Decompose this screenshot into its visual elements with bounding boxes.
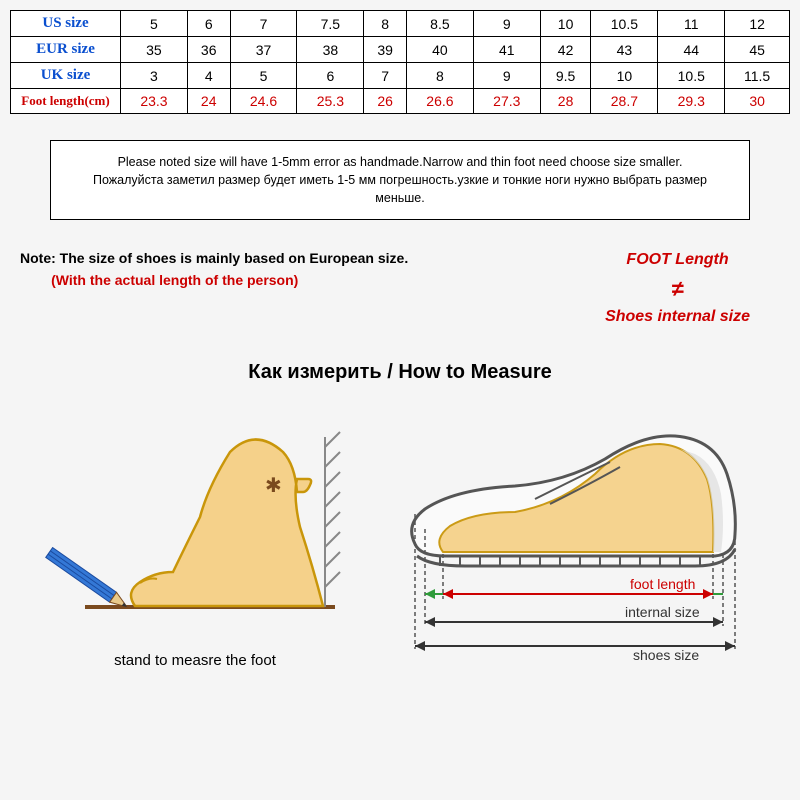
measure-title-en: How to Measure: [398, 361, 551, 383]
shoes-size-label: shoes size: [633, 647, 699, 663]
stand-measure-caption: stand to measre the foot: [45, 652, 345, 669]
measure-title: Как измерить / How to Measure: [0, 361, 800, 384]
note-left: Note: The size of shoes is mainly based …: [20, 248, 408, 291]
eur-size-header: EUR size: [11, 37, 121, 63]
notice-line-en: Please noted size will have 1-5mm error …: [67, 153, 733, 171]
stand-measure-diagram: ✱ stand to measre the foot: [45, 407, 345, 669]
note-red-text: (With the actual length of the person): [51, 272, 298, 288]
compare-top: FOOT Length: [605, 248, 750, 272]
size-chart-table: US size 5 6 7 7.5 8 8.5 9 10 10.5 11 12 …: [10, 10, 790, 114]
compare-symbol: ≠: [605, 272, 750, 305]
compare-bottom: Shoes internal size: [605, 305, 750, 329]
foot-length-compare: FOOT Length ≠ Shoes internal size: [605, 248, 750, 329]
note-black-text: The size of shoes is mainly based on Eur…: [60, 250, 409, 266]
uk-size-header: UK size: [11, 63, 121, 89]
internal-size-label: internal size: [625, 604, 700, 620]
shoe-internal-icon: foot length internal size shoes size: [395, 404, 755, 664]
note-label: Note:: [20, 250, 56, 266]
foot-length-row: Foot length(cm) 23.3 24 24.6 25.3 26 26.…: [11, 89, 790, 114]
foot-length-label: foot length: [630, 576, 695, 592]
handmade-notice: Please noted size will have 1-5mm error …: [50, 140, 750, 220]
us-size-header: US size: [11, 11, 121, 37]
foot-length-header: Foot length(cm): [11, 89, 121, 114]
uk-size-row: UK size 3 4 5 6 7 8 9 9.5 10 10.5 11.5: [11, 63, 790, 89]
eur-size-row: EUR size 35 36 37 38 39 40 41 42 43 44 4…: [11, 37, 790, 63]
us-size-row: US size 5 6 7 7.5 8 8.5 9 10 10.5 11 12: [11, 11, 790, 37]
notice-line-ru: Пожалуйста заметил размер будет иметь 1-…: [67, 171, 733, 207]
note-row: Note: The size of shoes is mainly based …: [20, 248, 780, 329]
foot-standing-icon: ✱: [45, 407, 345, 637]
diagrams-row: ✱ stand to measre the foot: [20, 404, 780, 669]
svg-text:✱: ✱: [265, 475, 282, 497]
measure-title-ru: Как измерить: [248, 361, 381, 383]
shoe-measure-diagram: foot length internal size shoes size: [395, 404, 755, 669]
